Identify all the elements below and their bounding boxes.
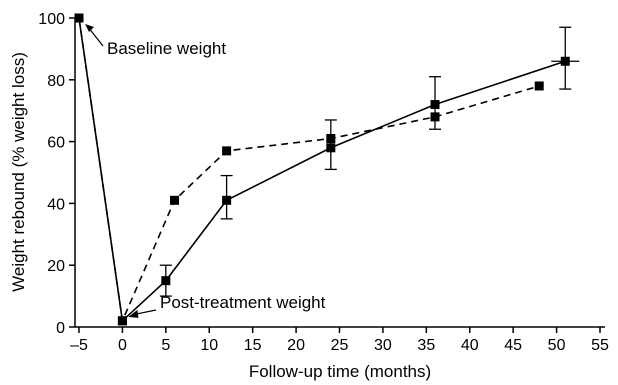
post-treatment-weight-label: Post-treatment weight bbox=[160, 293, 326, 312]
x-tick-label: 30 bbox=[374, 337, 392, 354]
x-tick-label: 55 bbox=[591, 337, 609, 354]
x-ticks: –5 0 5 10 15 20 25 30 35 40 45 50 55 bbox=[70, 327, 609, 354]
y-tick-label: 40 bbox=[47, 196, 65, 213]
data-point-marker bbox=[534, 81, 544, 91]
data-point-marker bbox=[117, 316, 127, 326]
post-treatment-arrowhead bbox=[128, 309, 139, 318]
y-tick-label: 100 bbox=[38, 11, 65, 28]
x-tick-label: 35 bbox=[417, 337, 435, 354]
series-1 bbox=[74, 13, 572, 326]
series-2 bbox=[74, 13, 544, 326]
y-axis-title: Weight rebound (% weight loss) bbox=[9, 52, 28, 292]
baseline-weight-label: Baseline weight bbox=[107, 39, 226, 58]
data-point-marker bbox=[222, 146, 232, 156]
data-point-marker bbox=[430, 100, 440, 110]
data-point-marker bbox=[430, 112, 440, 122]
x-tick-label: 5 bbox=[161, 337, 170, 354]
data-point-marker bbox=[161, 276, 171, 286]
x-axis-title: Follow-up time (months) bbox=[249, 362, 431, 381]
x-tick-label: 20 bbox=[287, 337, 305, 354]
data-point-marker bbox=[326, 143, 336, 153]
x-tick-label: 10 bbox=[200, 337, 218, 354]
data-point-marker bbox=[74, 13, 84, 23]
x-tick-label: 15 bbox=[244, 337, 262, 354]
y-tick-label: 80 bbox=[47, 73, 65, 90]
data-point-marker bbox=[170, 195, 180, 205]
x-tick-label: 0 bbox=[118, 337, 127, 354]
annotations: Baseline weight Post-treatment weight bbox=[85, 24, 326, 318]
x-tick-label: 45 bbox=[504, 337, 522, 354]
y-tick-label: 0 bbox=[56, 320, 65, 337]
y-tick-label: 20 bbox=[47, 258, 65, 275]
x-tick-label: –5 bbox=[70, 337, 88, 354]
series-line bbox=[78, 17, 540, 324]
data-point-marker bbox=[326, 134, 336, 144]
x-tick-label: 50 bbox=[548, 337, 566, 354]
baseline-arrowhead bbox=[85, 24, 94, 32]
series-layer bbox=[74, 13, 580, 326]
x-tick-label: 40 bbox=[461, 337, 479, 354]
axes bbox=[74, 18, 605, 328]
x-tick-label: 25 bbox=[331, 337, 349, 354]
y-tick-label: 60 bbox=[47, 135, 65, 152]
series-line bbox=[78, 17, 566, 323]
data-point-marker bbox=[222, 195, 232, 205]
y-ticks: 0 20 40 60 80 100 bbox=[38, 11, 75, 337]
